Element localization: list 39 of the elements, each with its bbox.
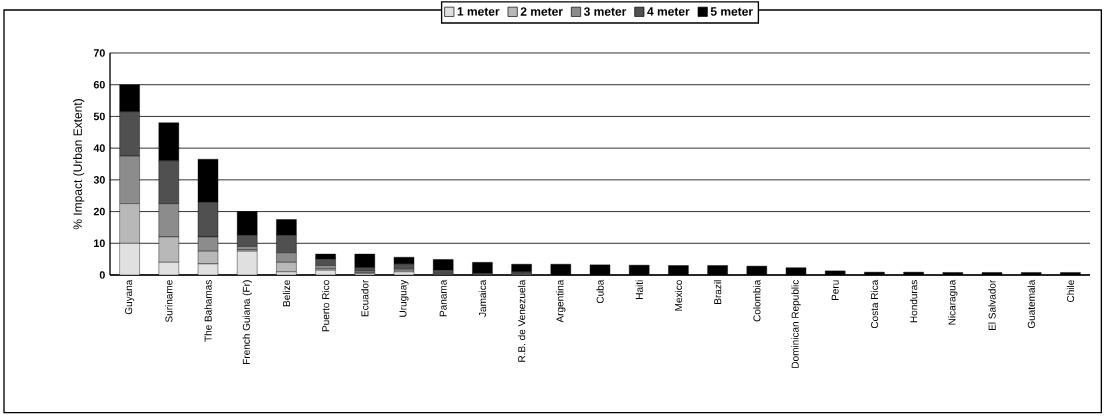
x-tick-label: Puerto Rico — [321, 280, 330, 332]
x-tick-label: Colombia — [753, 279, 761, 322]
y-tick-label: 50 — [93, 112, 105, 121]
x-tick-label: Jamaica — [478, 279, 487, 317]
x-tick-label: Guyana — [125, 279, 135, 315]
legend-label: 4 meter — [647, 7, 690, 16]
x-tick-label: Nicaragua — [948, 279, 958, 325]
x-tick-label: Guatemala — [1027, 279, 1035, 329]
x-tick-label: Dominican Republic — [791, 280, 801, 368]
x-tick-label: R.B. de Venezuela — [517, 279, 526, 362]
x-tick-label: Chile — [1066, 280, 1075, 302]
y-axis-title: % Impact (Urban Extent) — [73, 99, 85, 230]
x-tick-label: Argentina — [556, 279, 566, 323]
y-tick-label: 30 — [93, 176, 105, 184]
y-tick-label: 20 — [93, 207, 105, 216]
y-tick-label: 10 — [94, 239, 105, 248]
x-tick-label: Ecuador — [361, 279, 369, 317]
x-tick-label: Peru — [831, 280, 839, 301]
x-tick-label: Honduras — [909, 280, 918, 323]
x-tick-label: French Guiana (Fr) — [242, 280, 252, 364]
legend-label: 2 meter — [520, 7, 563, 16]
x-tick-label: Belize — [282, 280, 291, 307]
x-tick-label: Uruguay — [399, 279, 409, 317]
x-tick-label: El Salvador — [988, 279, 996, 331]
x-tick-label: Suriname — [165, 280, 173, 323]
y-tick-label: 40 — [93, 144, 105, 152]
x-tick-label: Costa Rica — [870, 279, 879, 329]
legend-label: 5 meter — [710, 7, 753, 16]
legend-label: 3 meter — [583, 7, 627, 16]
x-tick-label: Haiti — [635, 280, 643, 299]
x-tick-label: Cuba — [596, 279, 604, 304]
y-tick-label: 70 — [93, 49, 105, 57]
x-tick-label: Mexico — [674, 280, 683, 311]
x-tick-label: The Bahamas — [204, 280, 212, 342]
x-tick-label: Panama — [439, 279, 447, 317]
y-tick-label: 60 — [93, 80, 105, 89]
x-tick-label: Brazil — [713, 280, 722, 304]
legend-label: 1 meter — [457, 7, 500, 16]
y-tick-label: 0 — [99, 271, 105, 279]
